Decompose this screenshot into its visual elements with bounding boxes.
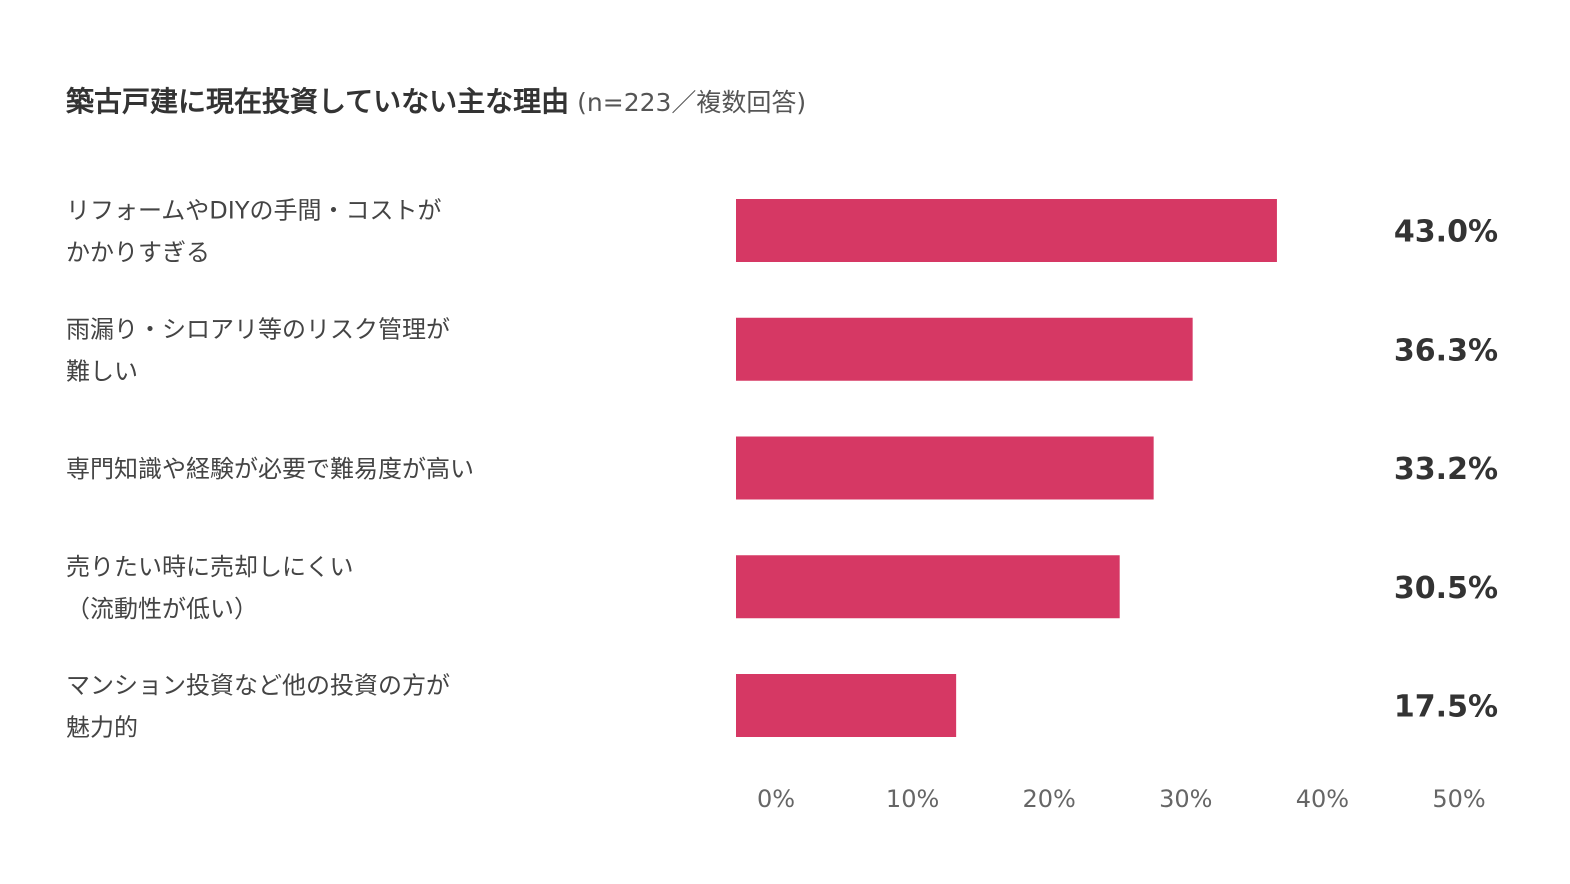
value-label-3: 33.2% [1394, 452, 1498, 487]
value-label-5: 17.5% [1394, 690, 1498, 725]
x-tick-label-4: 30% [1159, 785, 1212, 813]
category-label-1-line-2: かかりすぎる [66, 239, 210, 267]
x-tick-label-2: 10% [886, 785, 939, 813]
bar-2 [736, 317, 1193, 381]
category-label-3-line-1: 専門知識や経験が必要で難易度が高い [66, 455, 474, 483]
value-label-4: 30.5% [1394, 571, 1498, 606]
category-label-2-line-1: 雨漏り・シロアリ等のリスク管理が [66, 315, 450, 343]
x-tick-label-6: 50% [1432, 785, 1485, 813]
category-label-2-line-2: 難しい [66, 357, 138, 385]
x-tick-label-1: 0% [757, 785, 795, 813]
category-label-4-line-1: 売りたい時に売却しにくい [66, 553, 354, 581]
chart-title-row: 築古戸建に現在投資していない主な理由 (n=223／複数回答) [66, 80, 806, 120]
bar-3 [736, 436, 1154, 500]
category-label-4-line-2: （流動性が低い） [66, 595, 258, 623]
category-label-1-line-1: リフォームやDIYの手間・コストが [66, 197, 442, 225]
chart-title: 築古戸建に現在投資していない主な理由 [66, 85, 570, 118]
bar-1 [736, 199, 1277, 262]
value-label-1: 43.0% [1394, 215, 1498, 250]
bar-5 [736, 674, 957, 737]
value-label-2: 36.3% [1394, 333, 1498, 368]
category-label-5-line-1: マンション投資など他の投資の方が [66, 672, 450, 700]
chart-subtitle: (n=223／複数回答) [577, 88, 807, 117]
bar-4 [736, 555, 1120, 619]
category-label-5-line-2: 魅力的 [66, 714, 138, 742]
x-tick-label-5: 40% [1296, 785, 1349, 813]
x-tick-label-3: 20% [1023, 785, 1076, 813]
